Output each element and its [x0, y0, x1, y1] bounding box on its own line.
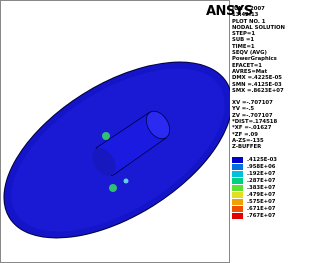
legend-label: .479E+07: [247, 192, 276, 198]
legend-swatch: [232, 164, 243, 170]
legend-swatch: [232, 157, 243, 163]
legend-row: .383E+07: [232, 185, 326, 192]
legend-row: .479E+07: [232, 192, 326, 199]
legend-label: .575E+07: [247, 199, 276, 205]
legend-swatch: [232, 213, 243, 219]
legend-label: .767E+07: [247, 213, 276, 219]
legend-row: .192E+07: [232, 171, 326, 178]
legend-swatch: [232, 171, 243, 177]
legend-label: .4125E-03: [247, 157, 277, 163]
legend-row: .287E+07: [232, 178, 326, 185]
legend-swatch: [232, 199, 243, 205]
legend-row: .958E+06: [232, 164, 326, 171]
legend-label: .287E+07: [247, 178, 276, 184]
legend-label: .383E+07: [247, 185, 276, 191]
legend-label: .192E+07: [247, 171, 276, 177]
legend-label: .671E+07: [247, 206, 276, 212]
legend-swatch: [232, 192, 243, 198]
model-view: [0, 0, 230, 263]
legend-swatch: [232, 178, 243, 184]
legend-swatch: [232, 185, 243, 191]
legend-row: .4125E-03: [232, 157, 326, 164]
legend-label: .958E+06: [247, 164, 276, 170]
screenshot: ANSYS JUN 4 200713:42:13PLOT NO. 1NODAL …: [0, 0, 328, 263]
legend-row: .575E+07: [232, 199, 326, 206]
legend-swatch: [232, 206, 243, 212]
legend-row: .671E+07: [232, 206, 326, 213]
legend-row: .767E+07: [232, 213, 326, 220]
legend: .4125E-03.958E+06.192E+07.287E+07.383E+0…: [232, 157, 326, 220]
